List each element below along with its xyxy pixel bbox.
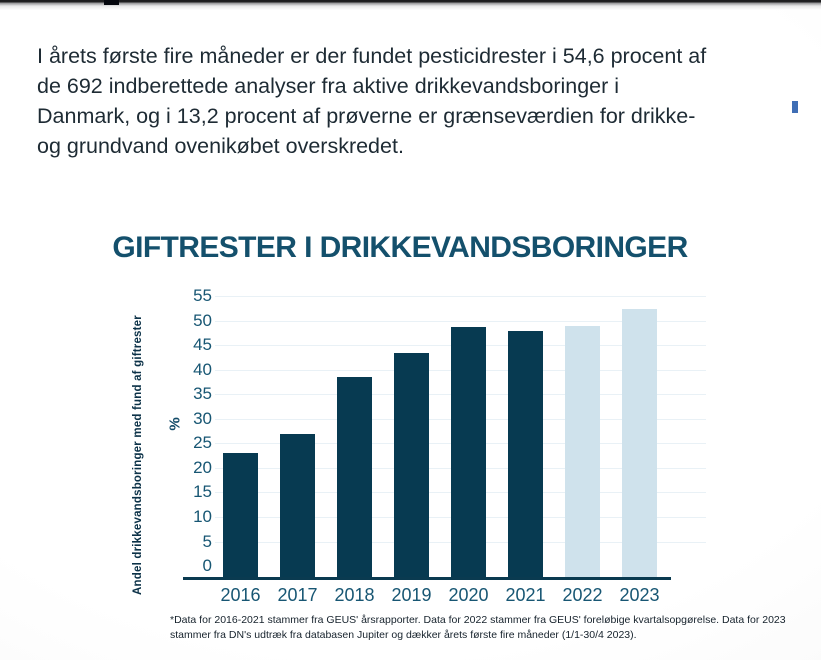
y-axis-tick-label: 30: [193, 408, 212, 428]
footnote-line: stammer fra DN's udtræk fra databasen Ju…: [170, 629, 637, 641]
cropped-text-artifact-right: [792, 101, 798, 113]
y-axis-tick-label: 40: [193, 359, 212, 379]
bar-2016: [223, 453, 258, 577]
y-axis-tick-label: 20: [193, 457, 212, 477]
x-axis-label-2018: 2018: [334, 585, 375, 605]
footnote-line: *Data for 2016-2021 stammer fra GEUS' år…: [170, 614, 786, 626]
x-axis-label-2023: 2023: [619, 585, 660, 605]
gridline: [215, 296, 706, 297]
y-axis-tick-label: 15: [193, 482, 212, 502]
x-axis-label-2017: 2017: [277, 585, 318, 605]
x-axis-line: [183, 577, 671, 580]
intro-line: Danmark, og i 13,2 procent af prøverne e…: [37, 104, 696, 128]
intro-paragraph: I årets første fire måneder er der funde…: [37, 41, 807, 161]
x-axis-label-2020: 2020: [448, 585, 489, 605]
y-axis-tick-label: 25: [193, 433, 212, 453]
bar-2020: [451, 326, 486, 577]
footnote: *Data for 2016-2021 stammer fra GEUS' år…: [170, 613, 790, 643]
intro-line: de 692 indberettede analyser fra aktive …: [37, 74, 620, 98]
y-axis-title: Andel drikkevandsboringer med fund af gi…: [132, 315, 144, 595]
x-axis-label-2022: 2022: [562, 585, 603, 605]
y-axis-tick-label: 55: [193, 286, 212, 305]
bar-2017: [280, 433, 315, 577]
x-axis-label-2016: 2016: [220, 585, 261, 605]
intro-line: I årets første fire måneder er der funde…: [37, 44, 707, 68]
y-axis-tick-label: 5: [202, 531, 212, 551]
y-axis-tick-label: 50: [193, 310, 212, 330]
gridline: [215, 320, 706, 322]
chart-title: GIFTRESTER I DRIKKEVANDSBORINGER: [112, 231, 688, 264]
intro-line: og grundvand ovenikøbet overskredet.: [37, 134, 404, 158]
y-axis-tick-label: 0: [202, 556, 212, 575]
x-axis-label-2019: 2019: [391, 585, 432, 605]
y-axis-tick-label: 45: [193, 335, 212, 355]
y-axis-tick-label: 35: [193, 384, 212, 404]
bar-2018: [337, 376, 372, 577]
y-axis-tick-label: 10: [193, 506, 212, 526]
bar-2022: [565, 325, 600, 577]
top-edge-shadow: [0, 0, 821, 10]
bar-2019: [394, 353, 429, 577]
bar-2023: [622, 308, 657, 577]
bar-2021: [508, 330, 543, 577]
cropped-text-artifact-top: [104, 0, 119, 5]
x-axis-label-2021: 2021: [505, 585, 546, 605]
